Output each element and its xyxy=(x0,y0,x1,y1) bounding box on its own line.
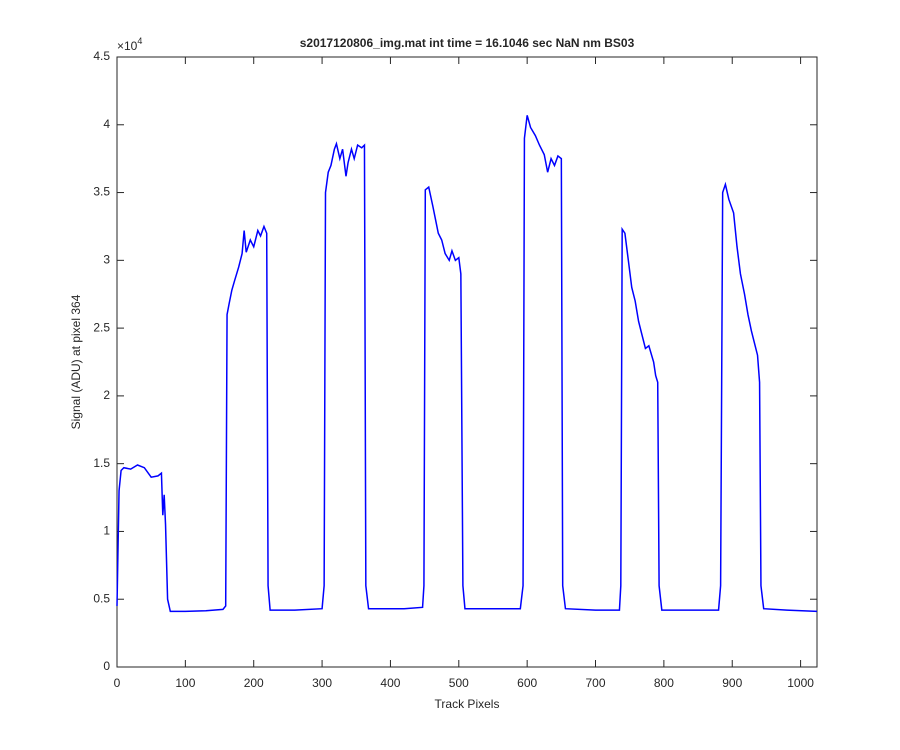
x-axis-label: Track Pixels xyxy=(435,697,500,711)
x-tick-label: 500 xyxy=(449,676,469,690)
x-tick-label: 1000 xyxy=(787,676,814,690)
y-tick-label: 3 xyxy=(103,253,110,267)
x-tick-label: 900 xyxy=(722,676,742,690)
x-tick-label: 200 xyxy=(244,676,264,690)
y-tick-label: 0.5 xyxy=(93,591,110,605)
x-tick-label: 700 xyxy=(586,676,606,690)
y-multiplier-power: 4 xyxy=(137,36,142,46)
y-multiplier: ×104 xyxy=(117,36,142,53)
y-tick-label: 1.5 xyxy=(93,456,110,470)
plot-frame xyxy=(116,56,818,668)
x-tick-label: 100 xyxy=(175,676,195,690)
y-tick-label: 2.5 xyxy=(93,320,110,334)
y-tick-label: 1 xyxy=(103,524,110,538)
y-tick-label: 2 xyxy=(103,388,110,402)
y-tick-label: 4 xyxy=(103,117,110,131)
y-tick-label: 3.5 xyxy=(93,185,110,199)
y-multiplier-base: ×10 xyxy=(117,39,138,53)
chart-title: s2017120806_img.mat int time = 16.1046 s… xyxy=(300,36,635,50)
y-axis-label: Signal (ADU) at pixel 364 xyxy=(69,294,83,429)
x-tick-label: 600 xyxy=(517,676,537,690)
data-line xyxy=(116,115,818,613)
x-tick-label: 400 xyxy=(380,676,400,690)
y-tick-label: 4.5 xyxy=(93,49,110,63)
y-tick-label: 0 xyxy=(103,659,110,673)
x-tick-label: 300 xyxy=(312,676,332,690)
x-tick-label: 0 xyxy=(114,676,121,690)
x-tick-label: 800 xyxy=(654,676,674,690)
